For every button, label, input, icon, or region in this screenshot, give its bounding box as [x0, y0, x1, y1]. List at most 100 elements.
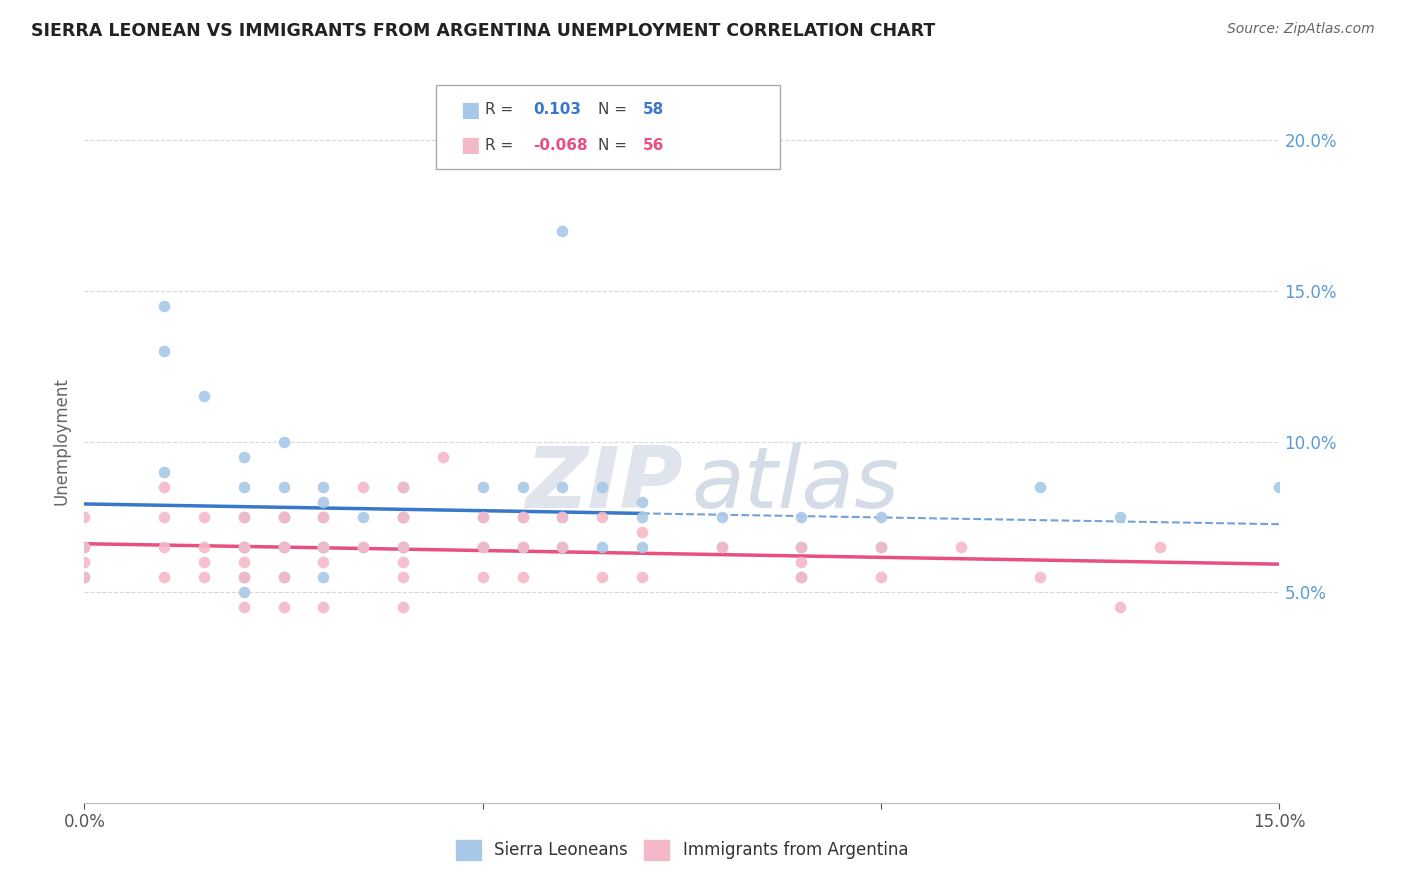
Point [1029, 570, 1052, 584]
Point [392, 600, 415, 615]
Point [312, 600, 335, 615]
Point [312, 480, 335, 494]
Point [232, 540, 254, 554]
Point [631, 540, 654, 554]
Point [432, 450, 454, 464]
Point [232, 509, 254, 524]
Point [273, 480, 295, 494]
Point [232, 570, 254, 584]
Point [551, 509, 574, 524]
Text: atlas: atlas [692, 443, 900, 526]
Y-axis label: Unemployment: Unemployment [52, 377, 70, 506]
Point [551, 224, 574, 238]
Point [870, 570, 893, 584]
Point [790, 540, 813, 554]
Point [790, 555, 813, 569]
Point [1029, 480, 1052, 494]
Point [352, 540, 374, 554]
Point [273, 540, 295, 554]
Point [710, 540, 733, 554]
Point [312, 509, 335, 524]
Text: N =: N = [598, 138, 627, 153]
Point [1149, 540, 1171, 554]
Point [273, 509, 295, 524]
Point [232, 540, 254, 554]
Point [73, 570, 96, 584]
Point [312, 509, 335, 524]
Point [631, 524, 654, 539]
Text: 56: 56 [643, 138, 664, 153]
Point [710, 540, 733, 554]
Point [790, 509, 813, 524]
Point [193, 509, 215, 524]
Text: ■: ■ [460, 100, 479, 120]
Point [471, 570, 494, 584]
Text: ZIP: ZIP [526, 443, 683, 526]
Legend: Sierra Leoneans, Immigrants from Argentina: Sierra Leoneans, Immigrants from Argenti… [449, 833, 915, 867]
Point [232, 480, 254, 494]
Point [273, 600, 295, 615]
Point [512, 540, 534, 554]
Point [949, 540, 972, 554]
Point [232, 600, 254, 615]
Point [591, 540, 613, 554]
Point [273, 540, 295, 554]
Point [273, 509, 295, 524]
Point [273, 540, 295, 554]
Point [392, 540, 415, 554]
Point [512, 509, 534, 524]
Point [312, 540, 335, 554]
Point [153, 480, 176, 494]
Point [512, 570, 534, 584]
Point [471, 480, 494, 494]
Point [551, 509, 574, 524]
Point [232, 585, 254, 599]
Point [73, 540, 96, 554]
Point [73, 570, 96, 584]
Point [1109, 600, 1132, 615]
Point [193, 389, 215, 403]
Point [73, 540, 96, 554]
Point [153, 465, 176, 479]
Point [273, 570, 295, 584]
Point [870, 540, 893, 554]
Point [870, 540, 893, 554]
Point [273, 434, 295, 449]
Point [1268, 480, 1291, 494]
Point [392, 480, 415, 494]
Text: Source: ZipAtlas.com: Source: ZipAtlas.com [1227, 22, 1375, 37]
Point [551, 540, 574, 554]
Point [392, 509, 415, 524]
Point [710, 509, 733, 524]
Point [591, 480, 613, 494]
Point [551, 540, 574, 554]
Point [1109, 509, 1132, 524]
Point [790, 570, 813, 584]
Point [312, 555, 335, 569]
Point [352, 540, 374, 554]
Point [312, 570, 335, 584]
Text: -0.068: -0.068 [533, 138, 588, 153]
Text: ■: ■ [460, 136, 479, 155]
Point [392, 540, 415, 554]
Point [352, 509, 374, 524]
Point [631, 570, 654, 584]
Point [392, 509, 415, 524]
Point [312, 540, 335, 554]
Point [631, 494, 654, 508]
Point [471, 509, 494, 524]
Point [512, 509, 534, 524]
Text: SIERRA LEONEAN VS IMMIGRANTS FROM ARGENTINA UNEMPLOYMENT CORRELATION CHART: SIERRA LEONEAN VS IMMIGRANTS FROM ARGENT… [31, 22, 935, 40]
Point [870, 509, 893, 524]
Point [591, 509, 613, 524]
Point [471, 540, 494, 554]
Point [392, 509, 415, 524]
Point [273, 509, 295, 524]
Text: R =: R = [485, 103, 513, 117]
Point [153, 509, 176, 524]
Point [73, 509, 96, 524]
Point [591, 570, 613, 584]
Point [392, 555, 415, 569]
Point [153, 344, 176, 359]
Point [153, 299, 176, 313]
